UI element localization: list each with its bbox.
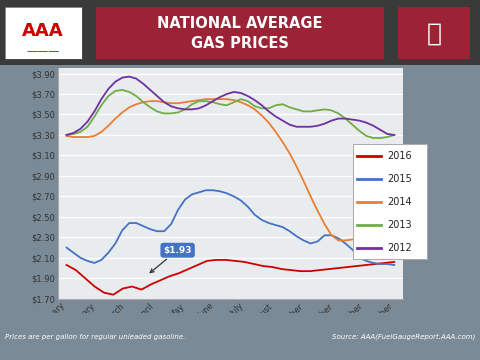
Text: 2015: 2015: [387, 174, 412, 184]
Text: Prices are per gallon for regular unleaded gasoline.: Prices are per gallon for regular unlead…: [5, 334, 185, 339]
Text: AAA: AAA: [23, 22, 64, 40]
Text: $1.93: $1.93: [150, 246, 192, 273]
Text: Source: AAA(FuelGaugeReport.AAA.com): Source: AAA(FuelGaugeReport.AAA.com): [332, 333, 475, 340]
Text: 2012: 2012: [387, 243, 412, 253]
Text: 2014: 2014: [387, 197, 412, 207]
Text: ———: ———: [26, 46, 60, 57]
Text: ⛽: ⛽: [427, 21, 442, 45]
Text: 2013: 2013: [387, 220, 412, 230]
Text: NATIONAL AVERAGE
GAS PRICES: NATIONAL AVERAGE GAS PRICES: [157, 16, 323, 51]
Text: 2016: 2016: [387, 150, 412, 161]
